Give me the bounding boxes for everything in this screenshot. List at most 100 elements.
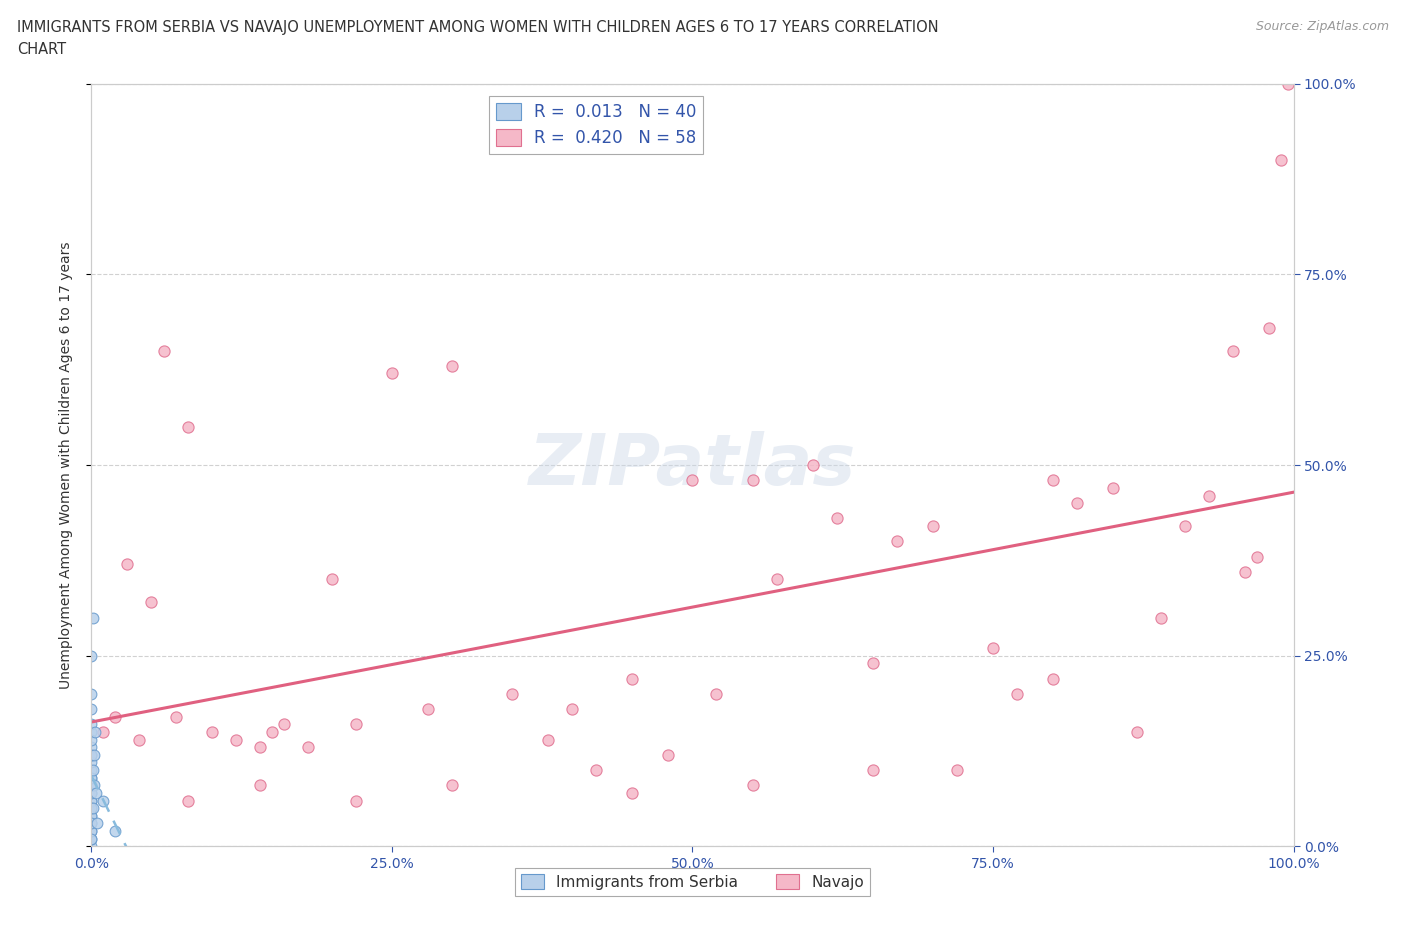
Point — [537, 732, 560, 747]
Point — [165, 710, 187, 724]
Point — [801, 458, 824, 472]
Point — [80, 831, 103, 846]
Point — [80, 824, 103, 839]
Point — [128, 732, 150, 747]
Point — [80, 801, 103, 816]
Point — [981, 641, 1004, 656]
Point — [381, 366, 404, 381]
Point — [117, 557, 139, 572]
Point — [80, 831, 103, 846]
Point — [825, 511, 848, 525]
Point — [80, 816, 103, 830]
Point — [501, 686, 523, 701]
Point — [80, 732, 103, 747]
Point — [82, 610, 104, 625]
Y-axis label: Unemployment Among Women with Children Ages 6 to 17 years: Unemployment Among Women with Children A… — [59, 241, 73, 689]
Point — [152, 343, 174, 358]
Point — [80, 724, 103, 739]
Point — [104, 710, 127, 724]
Point — [741, 472, 763, 487]
Point — [1042, 472, 1064, 487]
Point — [80, 808, 103, 823]
Point — [80, 816, 103, 830]
Point — [416, 701, 439, 716]
Point — [104, 824, 127, 839]
Point — [80, 770, 103, 785]
Point — [1102, 481, 1125, 496]
Point — [80, 648, 103, 663]
Point — [82, 763, 104, 777]
Point — [141, 595, 163, 610]
Point — [922, 519, 945, 534]
Point — [1126, 724, 1149, 739]
Point — [1246, 549, 1268, 564]
Point — [176, 419, 198, 434]
Text: IMMIGRANTS FROM SERBIA VS NAVAJO UNEMPLOYMENT AMONG WOMEN WITH CHILDREN AGES 6 T: IMMIGRANTS FROM SERBIA VS NAVAJO UNEMPLO… — [17, 20, 938, 35]
Point — [297, 739, 319, 754]
Point — [80, 748, 103, 763]
Point — [681, 472, 703, 487]
Point — [83, 777, 105, 792]
Point — [1042, 671, 1064, 686]
Point — [83, 748, 105, 763]
Point — [80, 839, 103, 854]
Point — [80, 777, 103, 792]
Point — [1222, 343, 1244, 358]
Point — [1234, 565, 1257, 579]
Point — [273, 717, 295, 732]
Point — [1258, 320, 1281, 335]
Point — [80, 801, 103, 816]
Point — [1150, 610, 1173, 625]
Point — [1270, 153, 1292, 167]
Point — [561, 701, 583, 716]
Point — [80, 763, 103, 777]
Point — [80, 793, 103, 808]
Point — [862, 656, 884, 671]
Point — [80, 793, 103, 808]
Text: CHART: CHART — [17, 42, 66, 57]
Point — [93, 724, 115, 739]
Point — [585, 763, 607, 777]
Point — [80, 701, 103, 716]
Point — [1005, 686, 1028, 701]
Point — [657, 748, 679, 763]
Point — [344, 793, 367, 808]
Text: ZIPatlas: ZIPatlas — [529, 431, 856, 499]
Point — [84, 786, 107, 801]
Point — [80, 739, 103, 754]
Point — [80, 748, 103, 763]
Point — [80, 777, 103, 792]
Point — [93, 793, 115, 808]
Point — [765, 572, 787, 587]
Point — [80, 770, 103, 785]
Point — [1066, 496, 1088, 511]
Point — [82, 801, 104, 816]
Point — [886, 534, 908, 549]
Point — [621, 671, 644, 686]
Point — [80, 786, 103, 801]
Point — [86, 816, 108, 830]
Point — [176, 793, 198, 808]
Point — [1174, 519, 1197, 534]
Point — [1277, 76, 1299, 91]
Point — [260, 724, 283, 739]
Point — [440, 777, 463, 792]
Point — [440, 358, 463, 373]
Point — [706, 686, 728, 701]
Point — [249, 739, 271, 754]
Point — [321, 572, 343, 587]
Point — [741, 777, 763, 792]
Text: Source: ZipAtlas.com: Source: ZipAtlas.com — [1256, 20, 1389, 33]
Point — [201, 724, 224, 739]
Legend: Immigrants from Serbia, Navajo: Immigrants from Serbia, Navajo — [515, 868, 870, 896]
Point — [344, 717, 367, 732]
Point — [80, 717, 103, 732]
Point — [946, 763, 969, 777]
Point — [80, 824, 103, 839]
Point — [80, 786, 103, 801]
Point — [249, 777, 271, 792]
Point — [621, 786, 644, 801]
Point — [80, 808, 103, 823]
Point — [80, 755, 103, 770]
Point — [80, 686, 103, 701]
